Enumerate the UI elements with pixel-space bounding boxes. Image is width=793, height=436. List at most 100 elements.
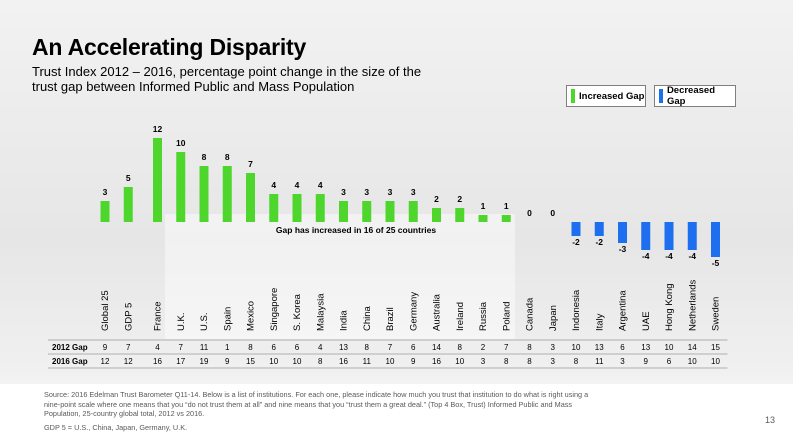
gap-2012-france: 4	[155, 343, 160, 352]
bar-russia	[478, 215, 488, 222]
bar-u-k	[176, 152, 186, 222]
category-label-sweden: Sweden	[711, 297, 722, 331]
category-label-u-k: U.K.	[176, 313, 187, 331]
gap-2012-sweden: 15	[711, 343, 720, 352]
gap-2016-australia: 16	[432, 357, 441, 366]
gap-2016-hong-kong: 6	[667, 357, 672, 366]
bar-malaysia	[315, 194, 325, 222]
legend-increased-swatch	[571, 89, 575, 103]
category-label-malaysia: Malaysia	[315, 293, 326, 331]
value-label-canada: 0	[527, 208, 532, 218]
gap-2016-france: 16	[153, 357, 162, 366]
category-label-hong-kong: Hong Kong	[664, 283, 675, 331]
legend-decreased-swatch	[659, 89, 663, 103]
gap-2012-s-korea: 6	[295, 343, 300, 352]
category-label-russia: Russia	[478, 301, 489, 331]
bar-singapore	[269, 194, 279, 222]
gap-2012-poland: 7	[504, 343, 509, 352]
value-label-australia: 2	[434, 194, 439, 204]
gap-2016-mexico: 15	[246, 357, 255, 366]
category-label-germany: Germany	[408, 292, 419, 331]
gap-2012-u-k: 7	[179, 343, 184, 352]
bar-germany	[408, 201, 418, 222]
gap-2012-malaysia: 4	[318, 343, 323, 352]
value-label-indonesia: -2	[572, 237, 580, 247]
gap-2012-gdp-5: 7	[126, 343, 131, 352]
gap-2016-s-korea: 10	[293, 357, 302, 366]
value-label-global-25: 3	[103, 187, 108, 197]
value-label-netherlands: -4	[688, 251, 696, 261]
category-label-uae: UAE	[641, 311, 652, 331]
gap-2016-singapore: 10	[269, 357, 278, 366]
value-label-france: 12	[153, 124, 163, 134]
gap-2012-u-s: 11	[200, 343, 209, 352]
legend-increased-label: Increased Gap	[579, 90, 645, 102]
chart-annotation: Gap has increased in 16 of 25 countries	[276, 225, 436, 235]
bar-indonesia	[571, 222, 581, 236]
source-note: Source: 2016 Edelman Trust Barometer Q11…	[44, 390, 589, 419]
annotation-panel	[165, 214, 515, 339]
value-label-india: 3	[341, 187, 346, 197]
gap-2016-spain: 9	[225, 357, 230, 366]
gap-2012-italy: 13	[595, 343, 604, 352]
category-label-singapore: Singapore	[269, 288, 280, 331]
gap-2012-china: 8	[365, 343, 370, 352]
gdp-note: GDP 5 = U.S., China, Japan, Germany, U.K…	[44, 423, 188, 432]
bar-brazil	[385, 201, 395, 222]
gap-2012-uae: 13	[641, 343, 650, 352]
bar-italy	[594, 222, 604, 236]
gap-2016-poland: 8	[504, 357, 509, 366]
gap-2016-malaysia: 8	[318, 357, 323, 366]
category-label-s-korea: S. Korea	[292, 293, 303, 331]
category-label-poland: Poland	[501, 301, 512, 331]
value-label-spain: 8	[225, 152, 230, 162]
gap-2012-argentina: 6	[620, 343, 625, 352]
gap-2016-india: 16	[339, 357, 348, 366]
value-label-sweden: -5	[712, 258, 720, 268]
bar-global-25	[100, 201, 110, 222]
gap-2012-global-25: 9	[103, 343, 108, 352]
gap-2012-netherlands: 14	[688, 343, 697, 352]
bar-ireland	[455, 208, 465, 222]
value-label-uae: -4	[642, 251, 650, 261]
bar-poland	[501, 215, 511, 222]
bar-spain	[222, 166, 232, 222]
category-label-australia: Australia	[432, 293, 443, 331]
table-row-label-2016: 2016 Gap	[52, 357, 88, 366]
slide-subtitle: Trust Index 2012 – 2016, percentage poin…	[32, 64, 422, 94]
gap-2012-hong-kong: 10	[665, 343, 674, 352]
category-label-india: India	[339, 310, 350, 331]
bar-hong-kong	[664, 222, 674, 250]
gap-2016-brazil: 10	[386, 357, 395, 366]
legend-decreased: Decreased Gap	[654, 85, 736, 107]
value-label-brazil: 3	[388, 187, 393, 197]
legend-decreased-label: Decreased Gap	[666, 85, 715, 107]
gap-2016-italy: 11	[595, 357, 604, 366]
value-label-s-korea: 4	[295, 180, 300, 190]
gap-2012-canada: 8	[527, 343, 532, 352]
category-label-netherlands: Netherlands	[687, 280, 698, 331]
value-label-malaysia: 4	[318, 180, 323, 190]
gap-2012-japan: 3	[551, 343, 556, 352]
category-label-global-25: Global 25	[100, 290, 111, 331]
legend-increased: Increased Gap	[566, 85, 646, 107]
gap-2016-gdp-5: 12	[124, 357, 133, 366]
gap-2016-germany: 9	[411, 357, 416, 366]
footer-band	[0, 384, 793, 436]
gap-2012-brazil: 7	[388, 343, 393, 352]
category-label-argentina: Argentina	[618, 290, 629, 331]
gap-2012-spain: 1	[225, 343, 230, 352]
gap-2012-ireland: 8	[458, 343, 463, 352]
bar-australia	[432, 208, 441, 222]
value-label-u-k: 10	[176, 138, 186, 148]
value-label-hong-kong: -4	[665, 251, 673, 261]
gap-2012-indonesia: 10	[572, 343, 581, 352]
value-label-ireland: 2	[457, 194, 462, 204]
value-label-japan: 0	[550, 208, 555, 218]
category-label-indonesia: Indonesia	[571, 289, 582, 331]
bar-india	[339, 201, 348, 222]
category-label-china: China	[362, 305, 373, 331]
gap-2012-russia: 2	[481, 343, 486, 352]
gap-2016-canada: 8	[527, 357, 532, 366]
gap-2012-india: 13	[339, 343, 348, 352]
